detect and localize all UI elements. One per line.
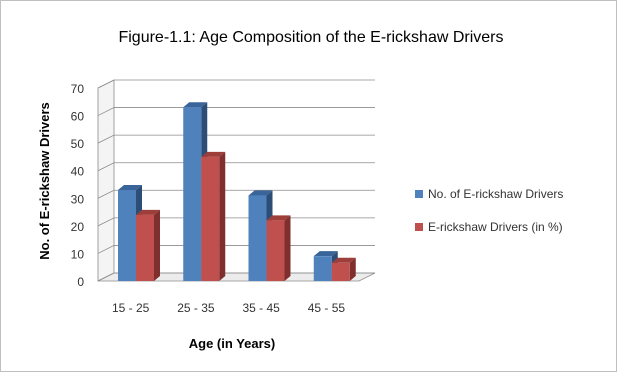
- x-tick-label: 15 - 25: [112, 301, 150, 315]
- side-wall: [97, 79, 115, 282]
- legend-item: E-rickshaw Drivers (in %): [415, 220, 563, 234]
- bar-front: [183, 107, 202, 281]
- bar-top: [248, 190, 273, 196]
- x-tick-label: 25 - 35: [177, 301, 215, 315]
- y-axis-ticks: 0 10 20 30 40 50 60 70: [71, 82, 85, 289]
- x-tick-label: 35 - 45: [242, 301, 280, 315]
- y-axis-label: No. of E-rickshaw Drivers: [37, 102, 52, 260]
- bar-side: [349, 257, 356, 281]
- bar-front: [331, 262, 350, 281]
- bar: [331, 257, 356, 281]
- y-tick-label: 30: [71, 192, 85, 206]
- bar-side: [154, 209, 160, 281]
- chart-title: Figure-1.1: Age Composition of the E-ric…: [118, 29, 503, 46]
- gridline: [97, 107, 375, 116]
- bar-front: [313, 256, 332, 281]
- y-tick-label: 70: [71, 82, 85, 96]
- y-tick-label: 60: [71, 110, 85, 124]
- bar-front: [248, 195, 267, 281]
- bar-side: [219, 151, 226, 281]
- bar-top: [118, 185, 142, 191]
- y-tick-label: 20: [71, 220, 85, 234]
- gridline: [97, 162, 375, 172]
- bar-front: [266, 220, 285, 281]
- bar-top: [331, 257, 356, 263]
- y-tick-label: 10: [71, 247, 85, 261]
- bar-front: [118, 190, 136, 281]
- legend-swatch: [415, 223, 423, 231]
- bar-top: [266, 215, 291, 221]
- legend-item: No. of E-rickshaw Drivers: [415, 187, 563, 201]
- bar-top: [183, 102, 208, 108]
- y-tick-label: 0: [77, 275, 84, 289]
- x-axis-label: Age (in Years): [189, 336, 275, 351]
- x-axis-ticks: 15 - 25 25 - 35 35 - 45 45 - 55: [112, 301, 345, 315]
- x-tick-label: 45 - 55: [308, 301, 346, 315]
- legend: No. of E-rickshaw Drivers E-rickshaw Driv…: [415, 187, 563, 234]
- bar-top: [136, 209, 160, 215]
- bars: [118, 102, 356, 281]
- legend-swatch: [415, 190, 423, 198]
- bar-side: [284, 215, 291, 281]
- gridline: [97, 189, 375, 199]
- y-tick-label: 40: [71, 165, 85, 179]
- bar-top: [313, 251, 338, 257]
- bar-front: [136, 214, 154, 281]
- bar: [201, 151, 226, 281]
- bar: [136, 209, 160, 281]
- legend-label: No. of E-rickshaw Drivers: [428, 187, 563, 201]
- bar-front: [201, 156, 220, 281]
- gridline: [97, 79, 375, 89]
- legend-label: E-rickshaw Drivers (in %): [428, 220, 563, 234]
- gridline: [97, 134, 375, 144]
- y-tick-label: 50: [71, 137, 85, 151]
- bar: [266, 215, 291, 281]
- bar-top: [201, 151, 226, 157]
